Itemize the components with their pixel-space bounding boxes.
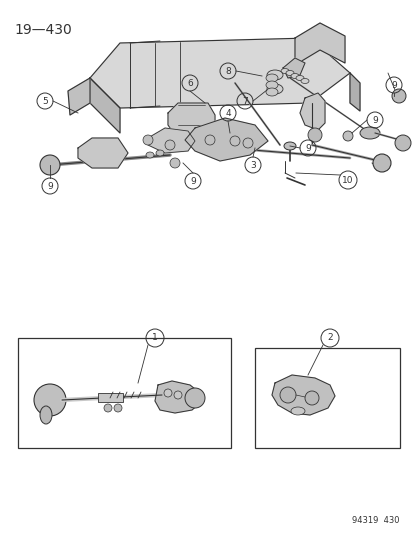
Polygon shape [90, 78, 120, 133]
Circle shape [394, 135, 410, 151]
Ellipse shape [295, 76, 303, 80]
Text: 7: 7 [242, 96, 247, 106]
Text: 3: 3 [249, 160, 255, 169]
Circle shape [372, 154, 390, 172]
Text: 10: 10 [342, 175, 353, 184]
Circle shape [304, 391, 318, 405]
Circle shape [204, 135, 214, 145]
Bar [18, 338, 230, 448]
Polygon shape [68, 78, 90, 115]
Circle shape [104, 404, 112, 412]
Ellipse shape [285, 70, 293, 76]
Text: 94319  430: 94319 430 [351, 516, 399, 525]
Circle shape [170, 158, 180, 168]
Ellipse shape [146, 152, 154, 158]
Circle shape [307, 128, 321, 142]
Circle shape [242, 138, 252, 148]
Circle shape [34, 384, 66, 416]
Ellipse shape [290, 407, 304, 415]
Ellipse shape [266, 84, 282, 94]
Circle shape [164, 389, 171, 397]
Polygon shape [168, 103, 214, 138]
Text: 1: 1 [152, 334, 157, 343]
Ellipse shape [283, 142, 295, 150]
Ellipse shape [280, 69, 288, 74]
Text: 2: 2 [326, 334, 332, 343]
Ellipse shape [290, 74, 298, 78]
Ellipse shape [266, 88, 277, 96]
Text: 9: 9 [371, 116, 377, 125]
Circle shape [165, 140, 175, 150]
Text: 8: 8 [225, 67, 230, 76]
Polygon shape [299, 93, 324, 130]
Text: 9: 9 [47, 182, 53, 190]
Circle shape [173, 391, 182, 399]
Text: 9: 9 [190, 176, 195, 185]
Text: 6: 6 [187, 78, 192, 87]
Circle shape [279, 387, 295, 403]
Ellipse shape [266, 81, 277, 89]
Ellipse shape [40, 406, 52, 424]
Polygon shape [78, 138, 128, 168]
Polygon shape [90, 38, 349, 108]
Text: 4: 4 [225, 109, 230, 117]
Ellipse shape [359, 127, 379, 139]
Bar [98, 393, 123, 402]
Polygon shape [271, 375, 334, 415]
Circle shape [342, 131, 352, 141]
Text: 9: 9 [390, 80, 396, 90]
Circle shape [230, 136, 240, 146]
Text: 19—430: 19—430 [14, 23, 71, 37]
Polygon shape [185, 118, 267, 161]
Text: 5: 5 [42, 96, 48, 106]
Ellipse shape [266, 74, 277, 82]
Ellipse shape [300, 78, 308, 84]
Bar [254, 348, 399, 448]
Text: 9: 9 [304, 143, 310, 152]
Ellipse shape [266, 70, 282, 80]
Polygon shape [147, 128, 195, 153]
Ellipse shape [156, 150, 164, 156]
Circle shape [185, 388, 204, 408]
Polygon shape [282, 58, 304, 78]
Polygon shape [294, 23, 344, 65]
Circle shape [40, 155, 60, 175]
Circle shape [391, 89, 405, 103]
Polygon shape [154, 381, 199, 413]
Circle shape [142, 135, 153, 145]
Polygon shape [349, 73, 359, 111]
Circle shape [114, 404, 122, 412]
